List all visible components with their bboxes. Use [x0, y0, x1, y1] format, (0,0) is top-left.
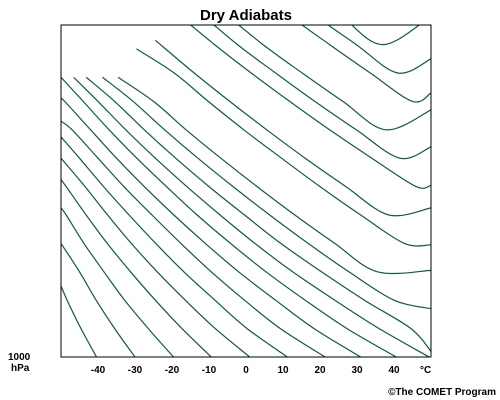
chart-title: Dry Adiabats [200, 7, 292, 24]
x-tick-label: -20 [165, 365, 180, 376]
dry-adiabat-line [213, 25, 431, 160]
x-tick-label: -40 [91, 365, 106, 376]
x-tick-label: 10 [277, 365, 289, 376]
dry-adiabat-line [301, 25, 431, 103]
dry-adiabat-line [73, 76, 430, 357]
x-tick-group: -40 -30 -20 -10 0 10 20 30 40 [91, 365, 400, 376]
dry-adiabat-line [61, 157, 251, 357]
x-axis-unit: °C [420, 365, 431, 376]
dry-adiabat-line [102, 76, 431, 310]
dry-adiabat-line [350, 25, 421, 46]
dry-adiabat-line [61, 243, 136, 357]
x-tick-label: 20 [314, 365, 326, 376]
plot-frame [60, 24, 432, 358]
x-tick-label: 0 [243, 365, 249, 376]
adiabat-curves [61, 25, 431, 357]
dry-adiabat-line [237, 25, 431, 131]
dry-adiabat-line [154, 39, 431, 217]
dry-adiabat-line [189, 25, 431, 189]
dry-adiabat-line [61, 285, 98, 357]
dry-adiabat-line [61, 76, 397, 357]
copyright-credit: ©The COMET Program [388, 387, 496, 398]
dry-adiabat-line [327, 25, 431, 74]
y-axis-label: 1000 [8, 352, 31, 363]
x-tick-label: -10 [202, 365, 217, 376]
x-tick-label: 40 [388, 365, 400, 376]
dry-adiabat-line [117, 76, 431, 275]
y-axis-unit: hPa [11, 363, 30, 374]
dry-adiabat-line [61, 207, 174, 357]
x-tick-label: -30 [128, 365, 143, 376]
dry-adiabat-line [85, 76, 431, 352]
dry-adiabat-line [136, 48, 431, 247]
x-tick-label: 30 [351, 365, 363, 376]
dry-adiabat-line [61, 136, 288, 357]
dry-adiabat-line [61, 97, 362, 357]
dry-adiabat-line [61, 120, 326, 357]
dry-adiabat-line [61, 179, 212, 357]
